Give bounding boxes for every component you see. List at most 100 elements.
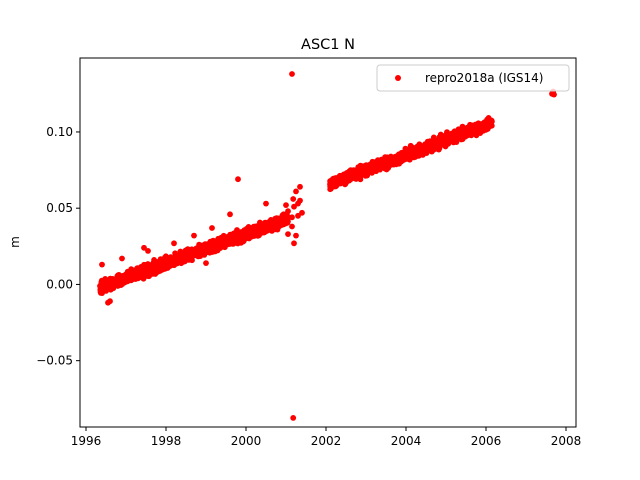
data-point xyxy=(398,152,404,159)
data-point xyxy=(235,176,241,183)
data-point xyxy=(104,285,111,292)
data-point xyxy=(133,269,140,276)
chart-title: ASC1 N xyxy=(301,37,355,53)
data-point xyxy=(209,225,215,231)
data-point xyxy=(402,145,409,152)
x-tick-label: 1998 xyxy=(151,434,182,448)
data-point xyxy=(246,234,253,241)
data-point xyxy=(250,226,257,233)
data-point xyxy=(264,227,270,234)
data-point xyxy=(368,164,375,171)
data-point xyxy=(357,162,364,169)
data-point xyxy=(234,227,240,233)
data-point xyxy=(327,186,334,193)
data-point xyxy=(227,239,234,246)
data-point xyxy=(459,123,466,130)
x-tick-label: 2002 xyxy=(311,434,342,448)
y-tick-label: 0.10 xyxy=(46,125,73,139)
data-point xyxy=(289,71,295,77)
x-axis: 1996 1998 2000 2002 2004 2006 2008 xyxy=(71,427,582,448)
data-point xyxy=(195,251,202,257)
y-tick-label: 0.05 xyxy=(46,201,73,215)
data-point xyxy=(235,239,241,246)
data-point xyxy=(371,161,378,168)
data-point xyxy=(463,130,470,136)
data-point xyxy=(141,244,147,251)
data-point xyxy=(119,255,125,262)
data-point xyxy=(193,245,200,252)
data-point xyxy=(291,203,297,210)
data-point xyxy=(115,283,121,289)
data-point xyxy=(355,174,362,181)
data-point xyxy=(329,181,335,187)
data-point xyxy=(271,223,277,229)
data-point xyxy=(487,117,493,124)
data-point xyxy=(477,130,484,137)
data-point xyxy=(487,122,494,129)
legend: repro2018a (IGS14) xyxy=(376,64,570,92)
data-point xyxy=(127,270,134,276)
data-point xyxy=(293,232,299,239)
data-point xyxy=(188,250,195,256)
data-point xyxy=(444,129,450,136)
data-point xyxy=(99,290,105,296)
data-point xyxy=(334,180,341,187)
scatter-points xyxy=(97,71,557,421)
data-point xyxy=(145,248,151,254)
data-point xyxy=(141,265,148,271)
plot-frame xyxy=(79,57,577,428)
data-point xyxy=(227,211,233,218)
data-point xyxy=(342,180,349,187)
data-point xyxy=(417,143,424,150)
data-point xyxy=(390,158,397,165)
data-point xyxy=(299,209,305,216)
data-point xyxy=(382,163,389,170)
data-point xyxy=(297,197,303,204)
data-point xyxy=(245,229,251,236)
x-tick-label: 2008 xyxy=(551,434,582,448)
data-point xyxy=(211,243,218,249)
data-point xyxy=(168,255,174,262)
data-point xyxy=(285,231,291,238)
data-point xyxy=(424,145,430,152)
data-point xyxy=(455,129,462,136)
data-point xyxy=(289,223,295,230)
data-point xyxy=(203,260,209,266)
data-point xyxy=(257,219,263,226)
data-point xyxy=(179,255,185,262)
data-point xyxy=(349,174,356,181)
data-point xyxy=(285,208,291,215)
y-tick-label: 0.00 xyxy=(46,277,73,291)
data-point xyxy=(297,183,303,190)
data-point xyxy=(430,134,437,141)
data-point xyxy=(346,170,352,177)
data-point xyxy=(455,135,461,142)
data-point xyxy=(283,215,290,222)
data-point xyxy=(411,154,417,161)
data-point xyxy=(183,252,190,259)
legend-box xyxy=(376,64,570,92)
data-point xyxy=(119,273,126,279)
data-point xyxy=(258,230,265,236)
data-point xyxy=(233,233,240,239)
y-axis-label: m xyxy=(8,236,22,248)
data-point xyxy=(108,282,115,289)
data-point xyxy=(290,196,297,202)
data-point xyxy=(338,175,345,182)
data-point xyxy=(164,259,171,266)
data-point xyxy=(360,167,366,174)
data-point xyxy=(108,276,115,283)
x-tick-label: 2004 xyxy=(391,434,422,448)
data-point xyxy=(431,142,437,149)
data-point xyxy=(289,214,295,221)
data-point xyxy=(283,202,289,209)
data-point xyxy=(204,243,211,250)
data-point xyxy=(251,230,257,237)
data-point xyxy=(443,137,450,144)
data-point xyxy=(99,281,106,287)
data-point xyxy=(435,138,442,144)
data-point xyxy=(291,240,297,247)
x-tick-label: 2006 xyxy=(471,434,502,448)
data-point xyxy=(467,121,473,128)
x-tick-label: 2000 xyxy=(231,434,262,448)
